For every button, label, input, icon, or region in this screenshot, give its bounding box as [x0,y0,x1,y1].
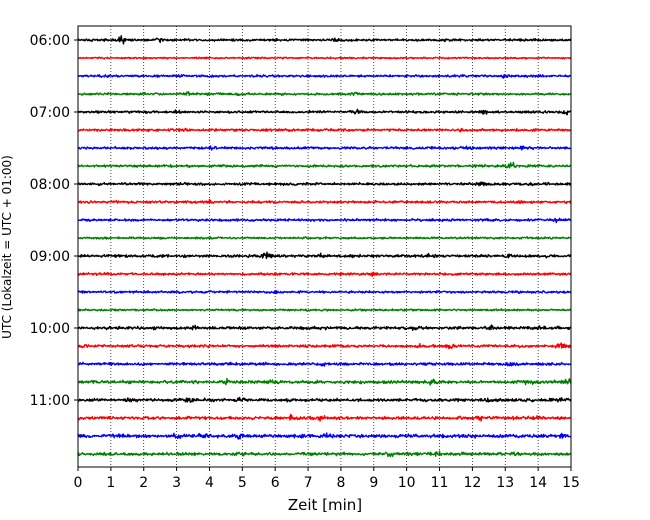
x-tick-label: 4 [205,475,214,491]
trace-line-0730 [77,145,572,151]
trace-line-0815 [77,198,572,205]
trace-line-0900 [77,251,572,260]
trace-line-1030 [77,361,572,367]
trace-line-0800 [77,181,572,187]
x-tick-label: 14 [529,475,547,491]
y-tick-label: 06:00 [30,33,70,49]
x-axis-ticks: 0 1 2 3 4 5 6 7 8 9 10 11 12 13 14 15 [74,467,580,491]
y-tick-label: 07:00 [30,105,70,121]
trace-line-0830 [77,217,572,224]
trace-line-0615 [77,56,572,60]
x-tick-label: 6 [271,475,280,491]
x-tick-label: 3 [172,475,181,491]
trace-line-1100 [77,396,572,403]
trace-line-1045 [77,377,572,386]
trace-line-0745 [77,161,572,169]
trace-line-0630 [77,73,572,79]
trace-line-0645 [77,91,572,97]
x-tick-label: 11 [431,475,449,491]
x-tick-label: 0 [74,475,83,491]
x-axis-label: Zeit [min] [288,496,362,514]
x-tick-label: 9 [369,475,378,491]
x-tick-label: 13 [496,475,514,491]
y-tick-label: 11:00 [30,393,70,409]
trace-line-0915 [77,271,572,277]
trace-line-1145 [77,450,572,458]
trace-line-1115 [77,413,572,422]
trace-line-0700 [77,108,572,116]
seismic-traces [77,35,572,458]
y-axis-ticks: 06:00 07:00 08:00 09:00 10:00 11:00 [30,33,78,409]
y-tick-label: 09:00 [30,249,70,265]
x-tick-label: 8 [336,475,345,491]
trace-line-1015 [77,342,572,350]
trace-line-0715 [77,127,572,133]
trace-line-0845 [77,236,572,240]
trace-line-1130 [77,432,572,440]
x-tick-label: 5 [238,475,247,491]
trace-line-1000 [77,324,572,331]
x-tick-label: 12 [463,475,481,491]
y-tick-label: 10:00 [30,321,70,337]
y-axis-label: UTC (Lokalzeit = UTC + 01:00) [0,155,14,339]
plot-frame [77,25,572,468]
x-tick-label: 2 [139,475,148,491]
x-tick-label: 7 [304,475,313,491]
x-tick-label: 1 [106,475,115,491]
trace-line-0930 [77,290,572,295]
trace-line-0945 [77,308,572,312]
y-tick-label: 08:00 [30,177,70,193]
x-tick-label: 10 [398,475,416,491]
trace-line-0600 [77,35,572,45]
x-tick-label: 15 [562,475,580,491]
